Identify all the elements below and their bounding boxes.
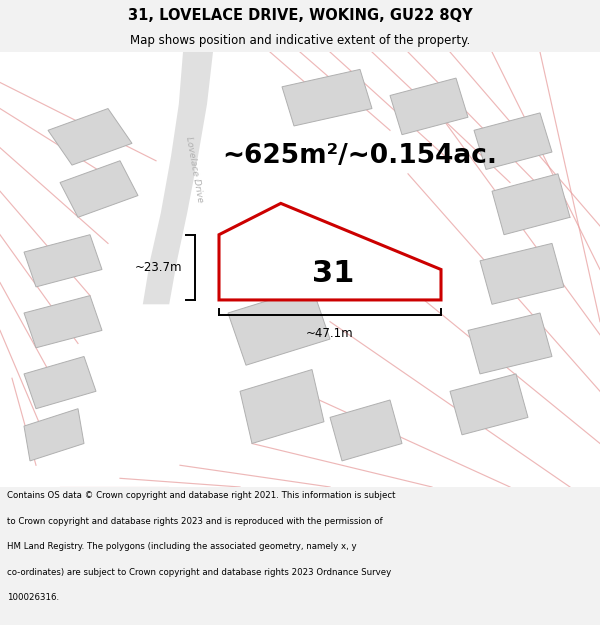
Polygon shape [60, 161, 138, 217]
Polygon shape [219, 203, 441, 300]
Text: ~23.7m: ~23.7m [134, 261, 182, 274]
Polygon shape [228, 287, 330, 365]
Polygon shape [468, 313, 552, 374]
Polygon shape [24, 235, 102, 287]
Text: co-ordinates) are subject to Crown copyright and database rights 2023 Ordnance S: co-ordinates) are subject to Crown copyr… [7, 568, 391, 577]
Polygon shape [143, 52, 213, 304]
Polygon shape [48, 109, 132, 165]
Text: 31: 31 [312, 259, 354, 288]
Text: HM Land Registry. The polygons (including the associated geometry, namely x, y: HM Land Registry. The polygons (includin… [7, 542, 357, 551]
Text: ~47.1m: ~47.1m [306, 328, 354, 341]
Polygon shape [480, 243, 564, 304]
Text: Lovelace Drive: Lovelace Drive [184, 136, 204, 203]
Polygon shape [450, 374, 528, 435]
Text: 100026316.: 100026316. [7, 593, 59, 602]
Polygon shape [24, 409, 84, 461]
Polygon shape [240, 369, 324, 444]
Text: Map shows position and indicative extent of the property.: Map shows position and indicative extent… [130, 34, 470, 47]
Text: Contains OS data © Crown copyright and database right 2021. This information is : Contains OS data © Crown copyright and d… [7, 491, 396, 500]
Polygon shape [330, 400, 402, 461]
Polygon shape [492, 174, 570, 235]
Text: to Crown copyright and database rights 2023 and is reproduced with the permissio: to Crown copyright and database rights 2… [7, 517, 383, 526]
Polygon shape [24, 296, 102, 348]
Polygon shape [390, 78, 468, 134]
Polygon shape [474, 113, 552, 169]
Text: 31, LOVELACE DRIVE, WOKING, GU22 8QY: 31, LOVELACE DRIVE, WOKING, GU22 8QY [128, 8, 472, 23]
Polygon shape [282, 69, 372, 126]
Text: ~625m²/~0.154ac.: ~625m²/~0.154ac. [223, 143, 497, 169]
Polygon shape [24, 356, 96, 409]
